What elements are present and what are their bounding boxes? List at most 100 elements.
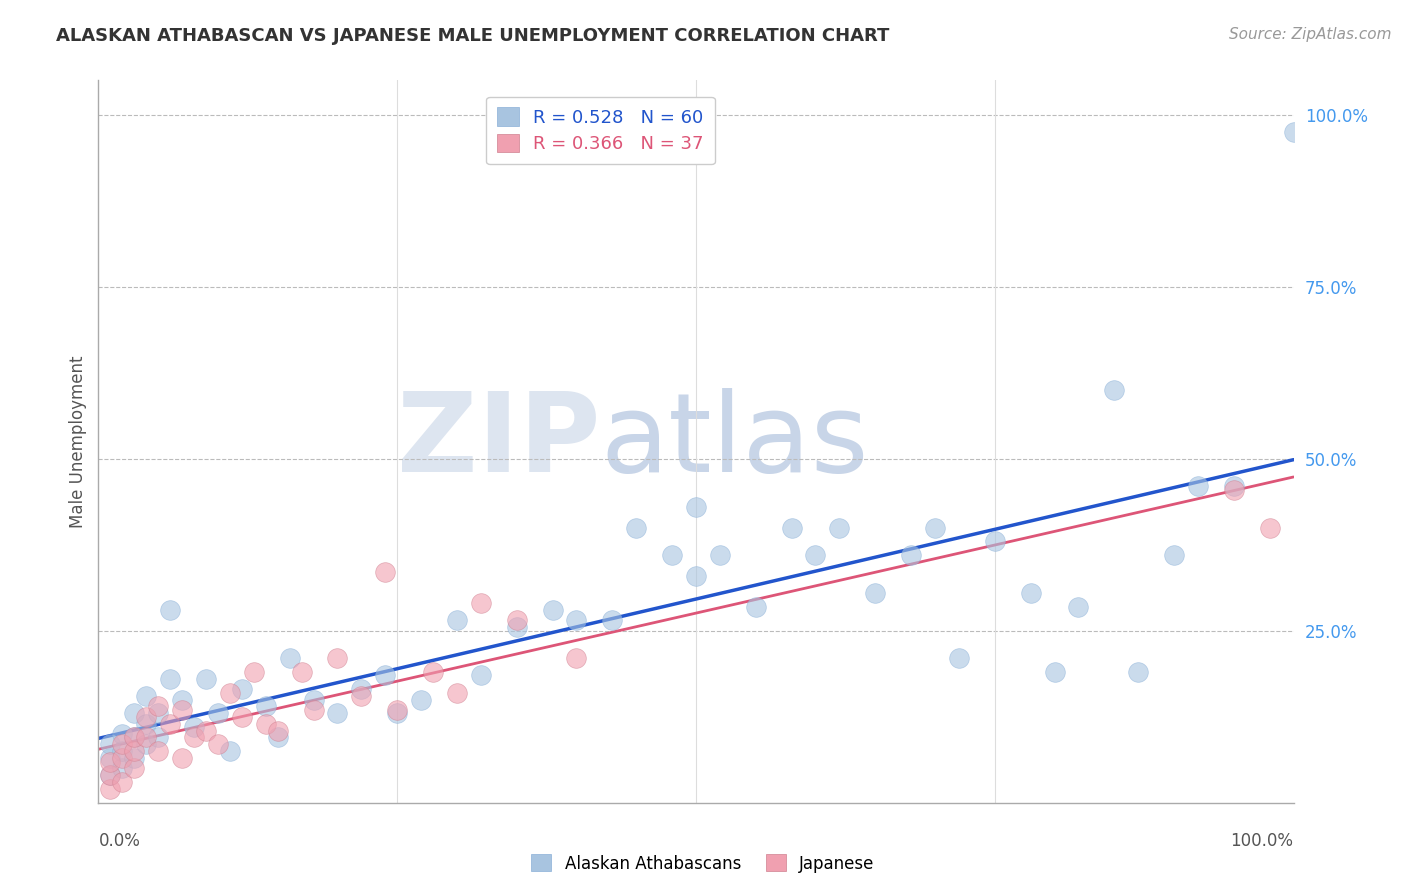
Point (98, 768, 122, 782)
Point (1223, 483, 1246, 497)
Point (148, 706, 170, 721)
Point (1043, 665, 1066, 679)
Point (195, 723, 218, 738)
Point (565, 651, 588, 665)
Point (98, 751, 122, 765)
Point (1282, 125, 1305, 139)
Text: atlas: atlas (600, 388, 869, 495)
Point (219, 686, 242, 700)
Point (506, 620, 529, 634)
Point (385, 703, 409, 717)
Point (124, 731, 146, 745)
Point (135, 716, 157, 731)
Point (183, 720, 205, 734)
Point (326, 706, 349, 721)
Point (231, 682, 253, 697)
Point (159, 672, 181, 686)
Point (470, 668, 492, 682)
Point (172, 751, 194, 765)
Point (1187, 479, 1209, 493)
Point (804, 548, 827, 562)
Point (159, 716, 181, 731)
Text: 100.0%: 100.0% (1230, 831, 1294, 850)
Point (1128, 665, 1150, 679)
Point (124, 731, 146, 745)
Point (709, 548, 731, 562)
Point (207, 706, 229, 721)
Point (111, 744, 134, 758)
Point (135, 689, 157, 703)
Point (865, 586, 887, 600)
Point (828, 520, 851, 534)
Text: 0.0%: 0.0% (98, 831, 141, 850)
Point (626, 520, 648, 534)
Y-axis label: Male Unemployment: Male Unemployment (69, 355, 87, 528)
Point (172, 692, 194, 706)
Point (207, 737, 229, 751)
Point (98, 755, 122, 769)
Point (172, 703, 194, 717)
Point (111, 727, 134, 741)
Point (148, 744, 170, 758)
Point (159, 603, 181, 617)
Point (111, 761, 134, 775)
Point (374, 668, 396, 682)
Point (745, 599, 768, 614)
Point (254, 699, 277, 714)
Point (541, 603, 564, 617)
Point (602, 614, 624, 628)
Text: ALASKAN ATHABASCAN VS JAPANESE MALE UNEMPLOYMENT CORRELATION CHART: ALASKAN ATHABASCAN VS JAPANESE MALE UNEM… (56, 27, 890, 45)
Point (302, 692, 325, 706)
Point (1019, 586, 1042, 600)
Point (219, 744, 242, 758)
Point (183, 731, 205, 745)
Point (148, 731, 170, 745)
Point (243, 665, 266, 679)
Legend: R = 0.528   N = 60, R = 0.366   N = 37: R = 0.528 N = 60, R = 0.366 N = 37 (486, 96, 714, 164)
Point (1104, 383, 1126, 397)
Point (135, 731, 157, 745)
Point (1223, 479, 1246, 493)
Point (111, 775, 134, 789)
Point (111, 751, 134, 765)
Point (470, 596, 492, 610)
Point (374, 566, 396, 580)
Text: ZIP: ZIP (396, 388, 600, 495)
Point (267, 723, 290, 738)
Point (135, 737, 157, 751)
Point (111, 737, 134, 751)
Point (924, 520, 946, 534)
Point (195, 672, 218, 686)
Point (302, 703, 325, 717)
Point (98, 768, 122, 782)
Point (267, 731, 290, 745)
Point (565, 614, 588, 628)
Point (254, 716, 277, 731)
Point (98, 782, 122, 797)
Point (135, 710, 157, 724)
Point (124, 751, 146, 765)
Point (291, 665, 314, 679)
Point (1163, 548, 1185, 562)
Point (231, 710, 253, 724)
Point (661, 548, 683, 562)
Point (1258, 520, 1281, 534)
Point (350, 682, 373, 697)
Point (385, 706, 409, 721)
Point (948, 651, 970, 665)
Legend: Alaskan Athabascans, Japanese: Alaskan Athabascans, Japanese (524, 847, 882, 880)
Point (350, 689, 373, 703)
Point (278, 651, 301, 665)
Text: Source: ZipAtlas.com: Source: ZipAtlas.com (1229, 27, 1392, 42)
Point (685, 500, 707, 514)
Point (124, 761, 146, 775)
Point (900, 548, 922, 562)
Point (124, 744, 146, 758)
Point (780, 520, 803, 534)
Point (446, 614, 468, 628)
Point (984, 534, 1007, 549)
Point (446, 686, 468, 700)
Point (124, 706, 146, 721)
Point (422, 665, 444, 679)
Point (685, 568, 707, 582)
